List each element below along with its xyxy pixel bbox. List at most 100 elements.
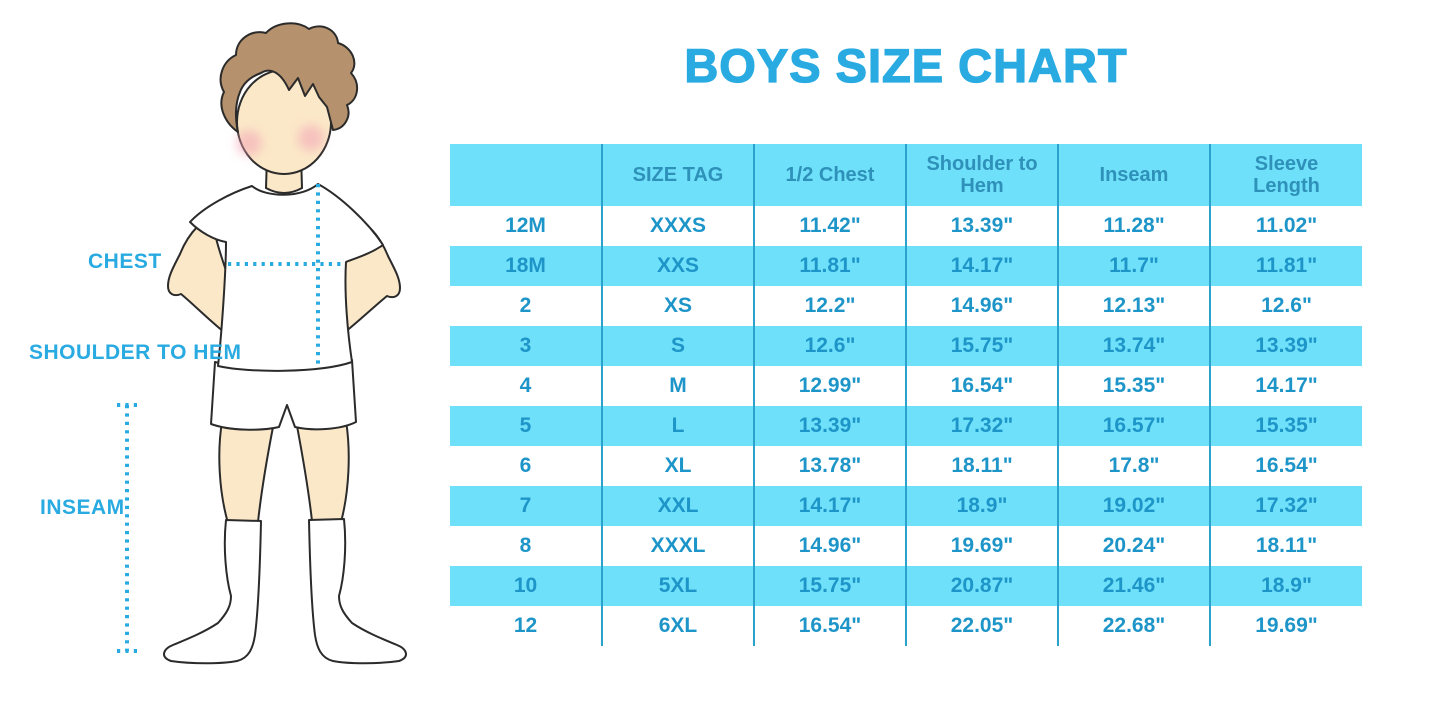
value-cell: 12.13" — [1057, 286, 1210, 326]
left-sock — [163, 519, 262, 665]
value-cell: XS — [601, 286, 754, 326]
table-row: 3 S 12.6" 15.75" 13.74" 13.39" — [450, 326, 1362, 366]
value-cell: 21.46" — [1057, 566, 1210, 606]
value-cell: 17.32" — [1209, 486, 1362, 526]
size-cell: 7 — [450, 486, 602, 526]
value-cell: 13.78" — [753, 446, 906, 486]
value-cell: 15.75" — [753, 566, 906, 606]
value-cell: 13.39" — [753, 406, 906, 446]
value-cell: 12.2" — [753, 286, 906, 326]
value-cell: 18.11" — [1209, 526, 1362, 566]
value-cell: 13.39" — [1209, 326, 1362, 366]
value-cell: 16.54" — [753, 606, 906, 646]
value-cell: XXXS — [601, 206, 754, 246]
table-row: 10 5XL 15.75" 20.87" 21.46" 18.9" — [450, 566, 1362, 606]
value-cell: XXXL — [601, 526, 754, 566]
value-cell: L — [601, 406, 754, 446]
size-cell: 10 — [450, 566, 602, 606]
value-cell: 15.75" — [905, 326, 1058, 366]
value-cell: 15.35" — [1209, 406, 1362, 446]
table-row: 7 XXL 14.17" 18.9" 19.02" 17.32" — [450, 486, 1362, 526]
value-cell: 11.42" — [753, 206, 906, 246]
value-cell: 13.39" — [905, 206, 1058, 246]
value-cell: 11.7" — [1057, 246, 1210, 286]
size-cell: 12M — [450, 206, 602, 246]
table-row: 12 6XL 16.54" 22.05" 22.68" 19.69" — [450, 606, 1362, 646]
value-cell: 14.17" — [905, 246, 1058, 286]
table-row: 4 M 12.99" 16.54" 15.35" 14.17" — [450, 366, 1362, 406]
chest-label: CHEST — [88, 250, 162, 273]
size-cell: 2 — [450, 286, 602, 326]
t-shirt — [189, 183, 384, 372]
header-cell-shoulder-to-hem: Shoulder to Hem — [905, 144, 1058, 206]
size-cell: 5 — [450, 406, 602, 446]
value-cell: 11.81" — [1209, 246, 1362, 286]
value-cell: 20.87" — [905, 566, 1058, 606]
value-cell: 19.69" — [905, 526, 1058, 566]
right-sock — [308, 518, 407, 665]
size-cell: 12 — [450, 606, 602, 646]
header-cell-size — [450, 144, 602, 206]
size-cell: 18M — [450, 246, 602, 286]
value-cell: 14.96" — [753, 526, 906, 566]
size-cell: 8 — [450, 526, 602, 566]
size-cell: 6 — [450, 446, 602, 486]
shoulder-to-hem-label: SHOULDER TO HEM — [29, 341, 242, 364]
value-cell: XXS — [601, 246, 754, 286]
value-cell: 12.99" — [753, 366, 906, 406]
size-cell: 4 — [450, 366, 602, 406]
value-cell: 11.81" — [753, 246, 906, 286]
header-cell-size-tag: SIZE TAG — [601, 144, 754, 206]
value-cell: 11.28" — [1057, 206, 1210, 246]
value-cell: XXL — [601, 486, 754, 526]
size-table-head-row: SIZE TAG 1/2 Chest Shoulder to Hem Inseam Sl… — [450, 144, 1362, 206]
header-cell-inseam: Inseam — [1057, 144, 1210, 206]
value-cell: 14.96" — [905, 286, 1058, 326]
boy-measurement-figure-icon — [117, 22, 407, 665]
value-cell: M — [601, 366, 754, 406]
value-cell: 16.54" — [905, 366, 1058, 406]
header-cell-sleeve-length: Sleeve Length — [1209, 144, 1362, 206]
table-row: 2 XS 12.2" 14.96" 12.13" 12.6" — [450, 286, 1362, 326]
size-chart-pane: BOYS SIZE CHART SIZE TAG 1/2 Chest Shoulde… — [450, 0, 1362, 723]
table-row: 18M XXS 11.81" 14.17" 11.7" 11.81" — [450, 246, 1362, 286]
table-row: 6 XL 13.78" 18.11" 17.8" 16.54" — [450, 446, 1362, 486]
left-leg — [218, 420, 275, 525]
value-cell: 22.05" — [905, 606, 1058, 646]
size-cell: 3 — [450, 326, 602, 366]
size-table-body: 12M XXXS 11.42" 13.39" 11.28" 11.02" 18M XXS 11.… — [450, 206, 1362, 646]
value-cell: 6XL — [601, 606, 754, 646]
value-cell: 5XL — [601, 566, 754, 606]
table-row: 8 XXXL 14.96" 19.69" 20.24" 18.11" — [450, 526, 1362, 566]
value-cell: S — [601, 326, 754, 366]
value-cell: 18.9" — [905, 486, 1058, 526]
right-leg — [295, 419, 350, 524]
value-cell: XL — [601, 446, 754, 486]
value-cell: 18.11" — [905, 446, 1058, 486]
value-cell: 17.32" — [905, 406, 1058, 446]
blush-right — [298, 125, 324, 151]
value-cell: 19.02" — [1057, 486, 1210, 526]
value-cell: 12.6" — [753, 326, 906, 366]
size-table: SIZE TAG 1/2 Chest Shoulder to Hem Inseam Sl… — [450, 144, 1362, 646]
value-cell: 14.17" — [1209, 366, 1362, 406]
value-cell: 18.9" — [1209, 566, 1362, 606]
value-cell: 11.02" — [1209, 206, 1362, 246]
value-cell: 19.69" — [1209, 606, 1362, 646]
blush-left — [236, 130, 262, 156]
value-cell: 13.74" — [1057, 326, 1210, 366]
value-cell: 20.24" — [1057, 526, 1210, 566]
table-row: 5 L 13.39" 17.32" 16.57" 15.35" — [450, 406, 1362, 446]
inseam-dotted-line — [117, 403, 139, 653]
value-cell: 17.8" — [1057, 446, 1210, 486]
value-cell: 15.35" — [1057, 366, 1210, 406]
value-cell: 16.54" — [1209, 446, 1362, 486]
page-title: BOYS SIZE CHART — [684, 38, 1128, 92]
header-cell-1-2-chest: 1/2 Chest — [753, 144, 906, 206]
value-cell: 12.6" — [1209, 286, 1362, 326]
table-row: 12M XXXS 11.42" 13.39" 11.28" 11.02" — [450, 206, 1362, 246]
value-cell: 16.57" — [1057, 406, 1210, 446]
hair — [219, 22, 359, 133]
value-cell: 14.17" — [753, 486, 906, 526]
